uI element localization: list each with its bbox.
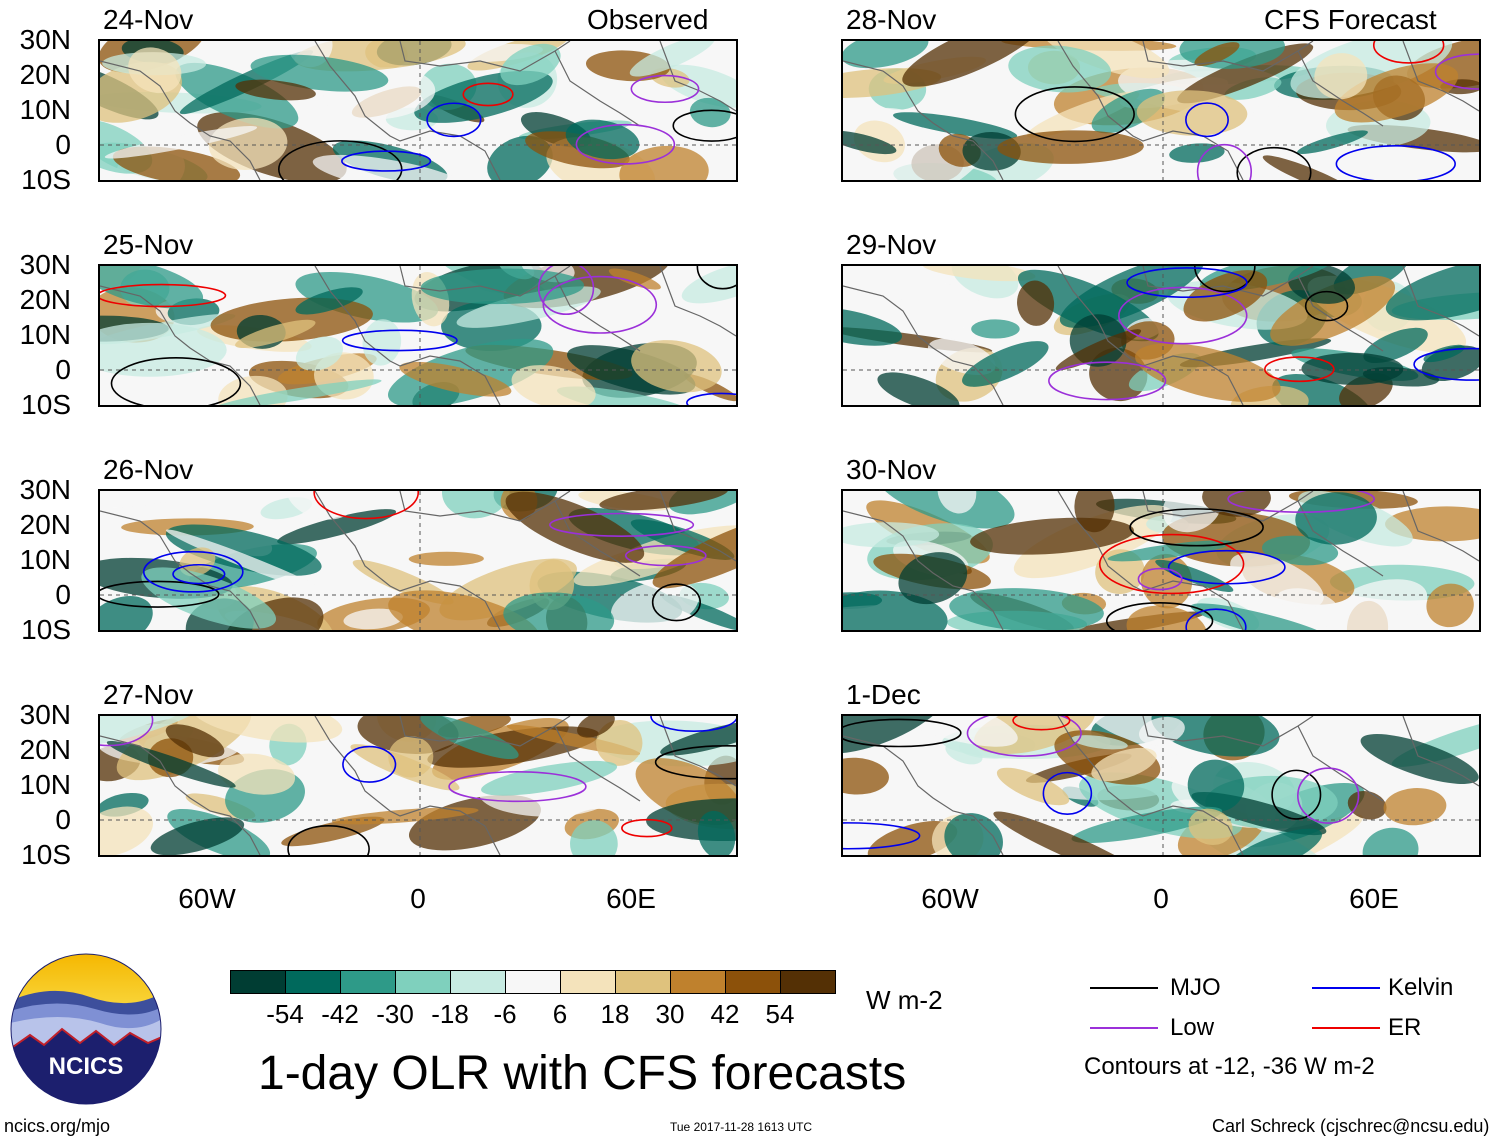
x-label-0: 0 xyxy=(1153,883,1169,914)
y-label-10n: 10N xyxy=(19,769,71,800)
legend-label-er: ER xyxy=(1388,1014,1422,1041)
olr-map xyxy=(841,39,1481,182)
colorbar-tick-label: -18 xyxy=(431,999,469,1029)
y-label-0: 0 xyxy=(55,804,71,835)
colorbar-bin xyxy=(615,970,671,994)
map-canvas xyxy=(100,41,736,180)
map-canvas xyxy=(843,266,1479,405)
legend-note: Contours at -12, -36 W m-2 xyxy=(1084,1053,1375,1080)
y-label-10s: 10S xyxy=(21,164,71,195)
panel-date: 28-Nov xyxy=(846,4,937,35)
panel-date: 26-Nov xyxy=(103,454,194,485)
colorbar-tick-label: -30 xyxy=(376,999,414,1029)
colorbar-tick-label: -42 xyxy=(321,999,359,1029)
colorbar-unit: W m-2 xyxy=(866,985,943,1015)
colorbar-tick-label: 54 xyxy=(765,999,795,1029)
map-canvas xyxy=(100,716,736,855)
footer-url[interactable]: ncics.org/mjo xyxy=(4,1116,111,1136)
colorbar-tick-label: 42 xyxy=(710,999,740,1029)
y-label-10n: 10N xyxy=(19,319,71,350)
olr-map xyxy=(841,264,1481,407)
ncics-logo[interactable]: NCICS xyxy=(10,953,162,1105)
legend-label-kelvin: Kelvin xyxy=(1388,974,1454,1001)
y-label-30n: 30N xyxy=(19,474,71,505)
colorbar-bin xyxy=(450,970,506,994)
y-label-10s: 10S xyxy=(21,839,71,870)
legend-line-mjo xyxy=(1090,987,1158,989)
map-canvas xyxy=(843,491,1479,630)
y-label-20n: 20N xyxy=(19,509,71,540)
panel-date: 24-Nov xyxy=(103,4,194,35)
x-label-60e: 60E xyxy=(606,883,656,914)
map-canvas xyxy=(843,716,1479,855)
x-label-60e: 60E xyxy=(1349,883,1399,914)
colorbar-tick-label: 6 xyxy=(552,999,568,1029)
footer-timestamp: Tue 2017-11-28 1613 UTC xyxy=(670,1120,813,1134)
x-label-0: 0 xyxy=(410,883,426,914)
y-label-20n: 20N xyxy=(19,284,71,315)
olr-map xyxy=(841,714,1481,857)
legend-label-mjo: MJO xyxy=(1170,974,1221,1001)
y-label-0: 0 xyxy=(55,354,71,385)
footer-credit: Carl Schreck (cjschrec@ncsu.edu) xyxy=(1212,1116,1490,1136)
map-canvas xyxy=(843,41,1479,180)
colorbar-tick-label: -54 xyxy=(266,999,304,1029)
olr-map xyxy=(98,489,738,632)
y-label-20n: 20N xyxy=(19,734,71,765)
cfs-forecast-header: CFS Forecast xyxy=(1264,4,1437,35)
panel-date: 30-Nov xyxy=(846,454,937,485)
legend-line-low xyxy=(1090,1027,1158,1029)
y-label-10n: 10N xyxy=(19,94,71,125)
y-label-30n: 30N xyxy=(19,249,71,280)
colorbar-bin xyxy=(780,970,836,994)
colorbar-bin xyxy=(725,970,781,994)
observed-header: Observed xyxy=(587,4,709,35)
y-label-20n: 20N xyxy=(19,59,71,90)
x-label-60w: 60W xyxy=(178,883,236,914)
y-label-10s: 10S xyxy=(21,389,71,420)
colorbar-bin xyxy=(230,970,286,994)
colorbar-bin xyxy=(340,970,396,994)
x-label-60w: 60W xyxy=(921,883,979,914)
colorbar-tick-label: -6 xyxy=(493,999,517,1029)
colorbar-bin xyxy=(560,970,616,994)
panel-date: 27-Nov xyxy=(103,679,194,710)
map-canvas xyxy=(100,491,736,630)
y-label-30n: 30N xyxy=(19,699,71,730)
olr-map xyxy=(98,39,738,182)
legend-line-er xyxy=(1312,1027,1380,1029)
logo-text: NCICS xyxy=(49,1053,124,1080)
olr-map xyxy=(98,264,738,407)
colorbar-bin xyxy=(285,970,341,994)
colorbar-bin xyxy=(505,970,561,994)
olr-map xyxy=(841,489,1481,632)
colorbar-tick-label: 18 xyxy=(600,999,630,1029)
legend-label-low: Low xyxy=(1170,1014,1215,1041)
legend-line-kelvin xyxy=(1312,987,1380,989)
y-label-30n: 30N xyxy=(19,24,71,55)
y-label-10n: 10N xyxy=(19,544,71,575)
colorbar-bin xyxy=(395,970,451,994)
olr-map xyxy=(98,714,738,857)
y-label-0: 0 xyxy=(55,579,71,610)
map-canvas xyxy=(100,266,736,405)
panel-date: 1-Dec xyxy=(846,679,921,710)
panel-date: 25-Nov xyxy=(103,229,194,260)
colorbar-tick-label: 30 xyxy=(655,999,685,1029)
y-label-0: 0 xyxy=(55,129,71,160)
panel-date: 29-Nov xyxy=(846,229,937,260)
y-label-10s: 10S xyxy=(21,614,71,645)
figure-title: 1-day OLR with CFS forecasts xyxy=(258,1047,907,1100)
colorbar-bin xyxy=(670,970,726,994)
